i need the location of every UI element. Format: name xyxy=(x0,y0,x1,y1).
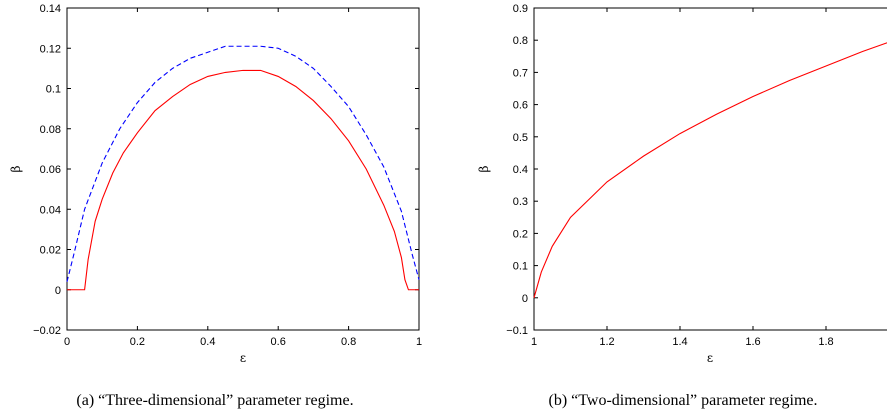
panel-b-xtick-label: 1.2 xyxy=(599,336,614,348)
panel-a-xtick-label: 0.6 xyxy=(271,336,286,348)
panel-a-ytick-label: 0.02 xyxy=(40,245,61,257)
panel-b-ytick-label: 0.9 xyxy=(513,3,528,15)
panel-a-ytick-label: −0.02 xyxy=(33,325,61,337)
panel-b-xtick-label: 1.4 xyxy=(672,336,687,348)
panel-b-ytick-label: −0.1 xyxy=(506,325,528,337)
panel-b-ytick-label: 0.1 xyxy=(513,261,528,273)
panel-b-ytick-label: 0 xyxy=(522,293,528,305)
panel-b-xtick-label: 1 xyxy=(531,336,537,348)
panel-a-xtick-label: 0 xyxy=(64,336,70,348)
panel-a-series-solid-line xyxy=(67,69,419,291)
panel-a-axes-box xyxy=(66,7,420,331)
panel-b-ytick-label: 0.7 xyxy=(513,67,528,79)
panel-b-chart: 11.21.41.61.82−0.100.10.20.30.40.50.60.7… xyxy=(477,3,887,409)
panel-b-ytick-label: 0.3 xyxy=(513,196,528,208)
panel-b-series-solid-line xyxy=(533,42,887,298)
panel-a-ytick-label: 0 xyxy=(55,285,61,297)
panel-b-ytick-label: 0.6 xyxy=(513,100,528,112)
panel-b-xtick-label: 1.6 xyxy=(745,336,760,348)
panel-a-xtick-label: 0.4 xyxy=(200,336,215,348)
panel-a-ytick-label: 0.06 xyxy=(40,164,61,176)
panel-b-axes-box xyxy=(533,7,887,331)
panel-b-xtick-label: 1.8 xyxy=(818,336,833,348)
panel-a-series-dashed-line xyxy=(66,45,420,282)
panel-a-ylabel: β xyxy=(9,165,23,172)
panel-b-xlabel: ε xyxy=(707,351,713,365)
panel-b-ylabel: β xyxy=(477,165,491,172)
panel-a-xtick-label: 1 xyxy=(416,336,422,348)
panel-a-xlabel: ε xyxy=(240,351,246,365)
panel-a-chart: 0 0.2 0.4 0.6 0.8 1−0.0200.020.040.060.080.10… xyxy=(9,3,422,409)
panel-b-series xyxy=(533,42,887,298)
panel-a-ytick-label: 0.04 xyxy=(40,204,61,216)
panel-a-ticks: 0 0.2 0.4 0.6 0.8 1−0.0200.020.040.060.080.10… xyxy=(33,3,422,348)
panel-a-ytick-label: 0.12 xyxy=(40,43,61,55)
panel-a-xtick-label: 0.8 xyxy=(341,336,356,348)
panel-a-series xyxy=(66,45,420,291)
panel-b-ytick-label: 0.2 xyxy=(513,228,528,240)
panel-b-ytick-label: 0.4 xyxy=(513,164,528,176)
panel-b-ytick-label: 0.5 xyxy=(513,132,528,144)
panel-a-ytick-label: 0.14 xyxy=(40,3,61,15)
panel-a-caption: (a) “Three-dimensional” parameter regime… xyxy=(76,392,353,409)
panel-b-ytick-label: 0.8 xyxy=(513,35,528,47)
panel-a-xtick-label: 0.2 xyxy=(130,336,145,348)
panel-a-ytick-label: 0.08 xyxy=(40,124,61,136)
panel-b-ticks: 11.21.41.61.82−0.100.10.20.30.40.50.60.7… xyxy=(506,3,833,348)
panel-b-caption: (b) “Two-dimensional” parameter regime. xyxy=(549,392,818,409)
panel-a-ytick-label: 0.1 xyxy=(46,84,61,96)
